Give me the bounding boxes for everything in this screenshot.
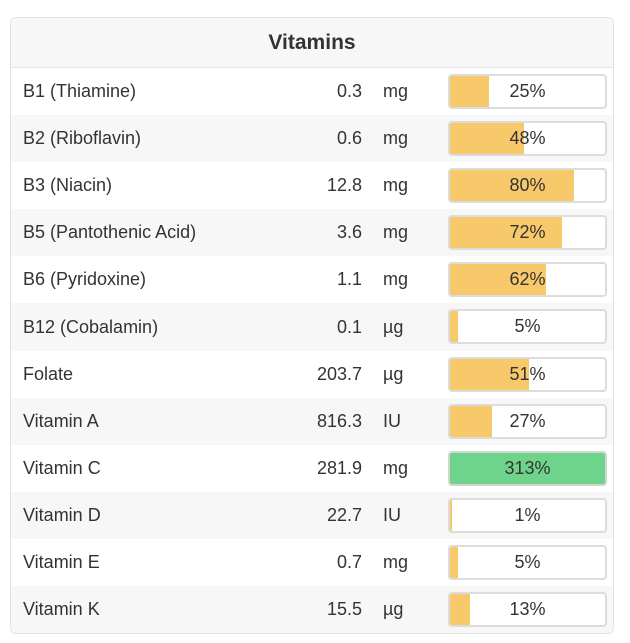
vitamin-amount: 0.6 xyxy=(336,128,362,149)
percent-bar: 5% xyxy=(448,544,607,580)
percent-bar-fill xyxy=(450,170,574,202)
vitamin-unit: mg xyxy=(383,128,409,149)
percent-label: 13% xyxy=(509,599,546,620)
percent-bar: 1% xyxy=(448,497,607,533)
percent-bar: 25% xyxy=(448,74,607,109)
vitamin-unit: µg xyxy=(383,599,404,620)
vitamin-row: Vitamin A 816.3 IU 27% xyxy=(11,397,613,445)
vitamin-unit: mg xyxy=(383,222,409,243)
vitamin-unit: mg xyxy=(383,457,409,478)
vitamin-name: Folate xyxy=(23,363,74,384)
vitamin-amount: 12.8 xyxy=(326,175,362,196)
percent-bar: 51% xyxy=(448,356,607,392)
vitamin-row: B5 (Pantothenic Acid) 3.6 mg 72% xyxy=(11,209,613,257)
vitamin-amount: 22.7 xyxy=(326,504,362,525)
percent-bar: 313% xyxy=(448,450,607,486)
vitamin-amount: 1.1 xyxy=(336,269,362,290)
percent-bar-fill xyxy=(450,217,562,249)
vitamin-name: Vitamin K xyxy=(23,599,100,620)
percent-label: 27% xyxy=(509,410,546,431)
vitamin-row: B3 (Niacin) 12.8 mg 80% xyxy=(11,162,613,209)
vitamin-name: B1 (Thiamine) xyxy=(23,81,137,102)
percent-bar: 62% xyxy=(448,262,607,298)
percent-label: 5% xyxy=(514,551,541,572)
vitamin-row: B2 (Riboflavin) 0.6 mg 48% xyxy=(11,115,613,163)
percent-bar-fill xyxy=(450,264,547,296)
percent-label: 51% xyxy=(509,363,546,384)
vitamin-amount: 3.6 xyxy=(336,222,362,243)
vitamin-row: B6 (Pyridoxine) 1.1 mg 62% xyxy=(11,256,613,303)
vitamin-name: Vitamin A xyxy=(23,410,99,431)
vitamin-amount: 816.3 xyxy=(316,410,362,431)
vitamin-unit: IU xyxy=(383,504,401,525)
percent-label: 48% xyxy=(509,128,546,149)
percent-bar-fill xyxy=(450,405,492,437)
panel-header: Vitamins xyxy=(11,18,613,68)
vitamin-row: B12 (Cobalamin) 0.1 µg 5% xyxy=(11,303,613,351)
percent-label: 62% xyxy=(509,269,546,290)
percent-bar-fill xyxy=(450,594,471,626)
percent-bar-fill xyxy=(450,499,452,531)
vitamin-row: Vitamin E 0.7 mg 5% xyxy=(11,539,613,586)
vitamin-name: B2 (Riboflavin) xyxy=(23,128,142,149)
vitamin-unit: mg xyxy=(383,269,409,290)
vitamin-name: B12 (Cobalamin) xyxy=(23,316,159,337)
vitamin-name: Vitamin E xyxy=(23,551,100,572)
percent-label: 25% xyxy=(509,81,546,101)
percent-label: 80% xyxy=(509,175,546,196)
percent-bar: 27% xyxy=(448,403,607,439)
percent-label: 5% xyxy=(514,316,541,337)
vitamin-amount: 203.7 xyxy=(316,363,362,384)
percent-bar-fill xyxy=(450,76,489,107)
percent-bar-fill xyxy=(450,311,458,343)
vitamin-row: Vitamin C 281.9 mg 313% xyxy=(11,445,613,492)
vitamin-list: B1 (Thiamine) 0.3 mg 25% B2 (Riboflavin) 0.6 m… xyxy=(11,68,613,633)
panel-title: Vitamins xyxy=(268,30,356,54)
vitamin-unit: µg xyxy=(383,363,404,384)
vitamin-unit: mg xyxy=(383,81,409,102)
vitamin-name: Vitamin C xyxy=(23,457,101,478)
vitamins-panel: Vitamins B1 (Thiamine) 0.3 mg 25% B2 (Ribofl… xyxy=(10,17,614,634)
vitamin-amount: 0.3 xyxy=(336,81,362,102)
vitamin-amount: 281.9 xyxy=(316,457,362,478)
percent-bar-fill xyxy=(450,358,530,390)
percent-bar: 72% xyxy=(448,215,607,251)
vitamin-unit: µg xyxy=(383,316,404,337)
vitamin-row: Folate 203.7 µg 51% xyxy=(11,351,613,398)
vitamin-amount: 0.7 xyxy=(336,551,362,572)
vitamin-row: Vitamin D 22.7 IU 1% xyxy=(11,491,613,539)
vitamin-name: B5 (Pantothenic Acid) xyxy=(23,222,197,243)
percent-bar: 5% xyxy=(448,309,607,345)
vitamin-unit: mg xyxy=(383,175,409,196)
vitamin-name: B3 (Niacin) xyxy=(23,175,113,196)
percent-label: 1% xyxy=(514,504,541,525)
vitamin-unit: IU xyxy=(383,410,401,431)
percent-bar: 48% xyxy=(448,121,607,157)
vitamin-row: Vitamin K 15.5 µg 13% xyxy=(11,586,613,633)
vitamin-unit: mg xyxy=(383,551,409,572)
percent-bar-fill xyxy=(450,546,458,578)
vitamin-amount: 0.1 xyxy=(336,316,362,337)
vitamin-name: Vitamin D xyxy=(23,504,101,525)
percent-label: 72% xyxy=(509,222,546,243)
percent-bar: 80% xyxy=(448,168,607,204)
vitamin-name: B6 (Pyridoxine) xyxy=(23,269,147,290)
percent-label: 313% xyxy=(504,457,551,478)
vitamin-amount: 15.5 xyxy=(326,599,362,620)
percent-bar-fill xyxy=(450,123,525,155)
percent-bar: 13% xyxy=(448,592,607,628)
vitamin-row: B1 (Thiamine) 0.3 mg 25% xyxy=(11,68,613,115)
percent-bar-fill xyxy=(450,452,605,484)
